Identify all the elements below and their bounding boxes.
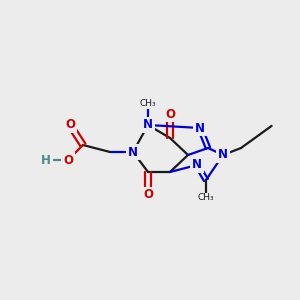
- Text: N: N: [192, 158, 202, 172]
- Text: H: H: [41, 154, 51, 166]
- Text: N: N: [143, 118, 153, 131]
- Text: O: O: [143, 188, 153, 202]
- Text: CH₃: CH₃: [198, 194, 214, 202]
- Text: O: O: [165, 107, 175, 121]
- Text: O: O: [63, 154, 73, 166]
- Text: N: N: [218, 148, 228, 161]
- Text: N: N: [128, 146, 138, 158]
- Text: CH₃: CH₃: [140, 100, 156, 109]
- Text: O: O: [65, 118, 75, 131]
- Text: N: N: [195, 122, 205, 134]
